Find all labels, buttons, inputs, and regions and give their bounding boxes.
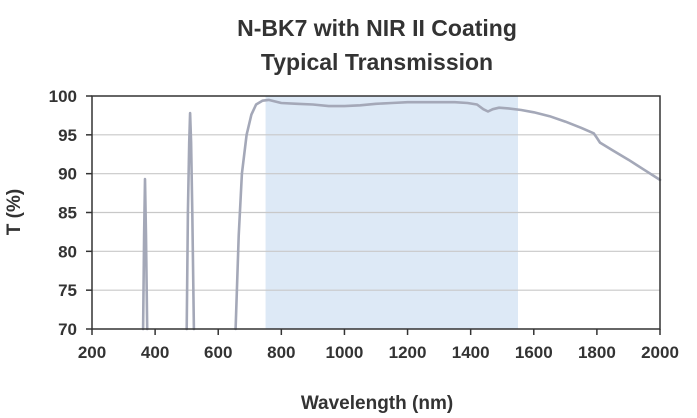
chart-title: N-BK7 with NIR II Coating (237, 15, 517, 41)
y-tick-label: 85 (58, 204, 77, 223)
x-tick-label: 2000 (641, 343, 679, 362)
y-tick-label: 95 (58, 126, 77, 145)
series-line-segment (234, 98, 662, 331)
y-axis-ticks: 70 75 80 85 90 95 100 (49, 87, 92, 339)
x-tick-label: 1600 (515, 343, 553, 362)
y-tick-label: 90 (58, 165, 77, 184)
series-line-segment (185, 111, 196, 331)
x-tick-label: 1200 (389, 343, 427, 362)
x-tick-label: 1800 (578, 343, 616, 362)
x-tick-label: 1400 (452, 343, 490, 362)
x-tick-label: 800 (267, 343, 295, 362)
y-tick-label: 75 (58, 281, 77, 300)
series-line-segment (141, 177, 149, 331)
y-tick-label: 100 (49, 87, 77, 106)
x-axis-label: Wavelength (nm) (301, 393, 453, 414)
x-tick-label: 600 (204, 343, 232, 362)
y-axis-label: T (%) (4, 189, 25, 235)
x-tick-label: 1000 (326, 343, 364, 362)
x-tick-label: 200 (78, 343, 106, 362)
transmission-curve (141, 98, 662, 331)
chart-subtitle: Typical Transmission (261, 49, 493, 75)
x-tick-label: 400 (141, 343, 169, 362)
x-axis-ticks: 200 400 600 800 1000 1200 1400 1600 1800 2000 (78, 329, 679, 362)
y-tick-label: 80 (58, 242, 77, 261)
y-tick-label: 70 (58, 320, 77, 339)
